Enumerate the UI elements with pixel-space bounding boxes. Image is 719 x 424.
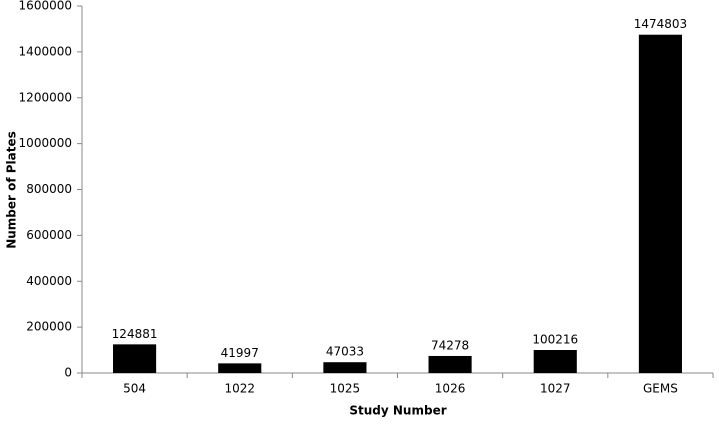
bar: [428, 355, 472, 373]
y-tick-label: 200000: [26, 320, 72, 334]
data-label: 124881: [112, 327, 158, 341]
y-tick-label: 800000: [26, 182, 72, 196]
bar: [113, 344, 157, 373]
x-tick-label: 1022: [224, 382, 255, 396]
x-tick-label: GEMS: [643, 382, 678, 396]
bar: [638, 34, 682, 373]
y-axis-title: Number of Plates: [5, 131, 19, 249]
y-tick-label: 1400000: [19, 44, 72, 58]
bar: [533, 350, 577, 373]
data-label: 74278: [431, 338, 469, 352]
y-tick-label: 1000000: [19, 136, 72, 150]
y-tick-label: 600000: [26, 228, 72, 242]
y-tick-label: 1200000: [19, 90, 72, 104]
bar: [218, 363, 262, 373]
x-tick-label: 1026: [435, 382, 466, 396]
x-axis-title: Study Number: [349, 404, 446, 418]
data-label: 47033: [326, 345, 364, 359]
data-label: 100216: [532, 333, 578, 347]
data-label: 41997: [221, 346, 259, 360]
y-tick-label: 1600000: [19, 0, 72, 13]
bar: [323, 362, 367, 373]
y-tick-label: 0: [64, 366, 72, 380]
y-tick-label: 400000: [26, 274, 72, 288]
x-tick-label: 1025: [330, 382, 361, 396]
x-tick-label: 504: [123, 382, 146, 396]
data-label: 1474803: [634, 17, 687, 31]
x-tick-label: 1027: [540, 382, 571, 396]
